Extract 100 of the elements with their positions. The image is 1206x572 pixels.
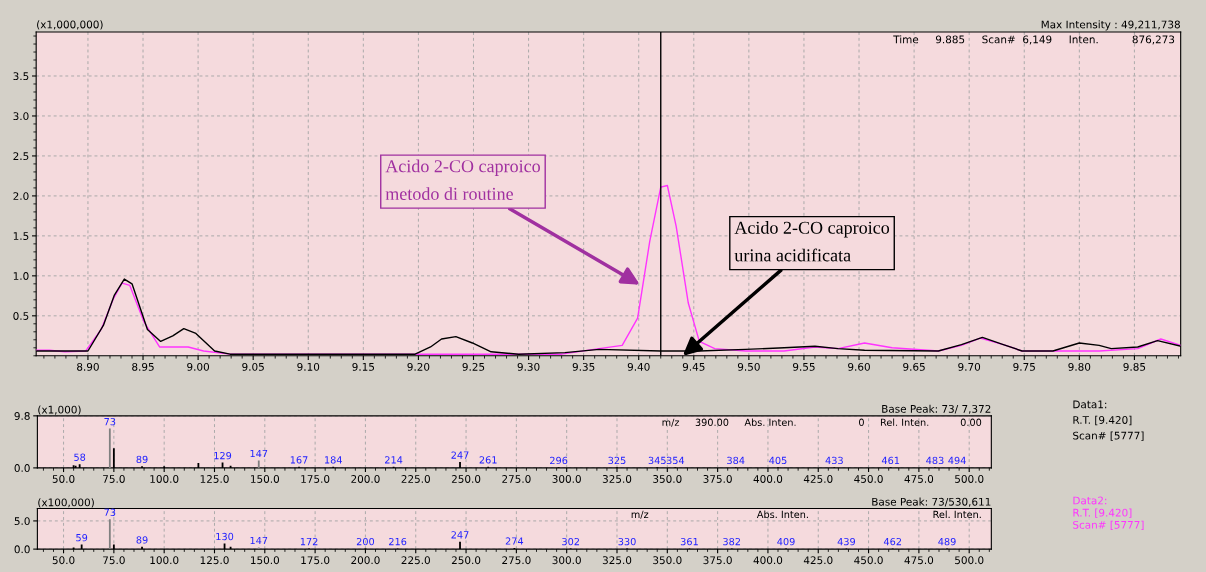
annotation: 384 [727, 456, 745, 465]
x-tick-label: 9.40 [627, 362, 650, 371]
x-tick-label: 400.0 [753, 556, 783, 565]
annotation: 214 [385, 456, 403, 464]
y-tick-label: 9.8 [14, 412, 30, 420]
annotation: 461 [881, 456, 900, 465]
annotation: 147 [250, 536, 268, 545]
x-tick-label: 225.0 [401, 556, 430, 565]
y-tick-label: 0.0 [14, 545, 30, 554]
annotation: m/z Abs. Inten. Rel. Inten. [631, 510, 981, 519]
annotation: 58 [74, 453, 86, 461]
x-tick-label: 9.85 [1123, 362, 1146, 371]
x-tick-label: 150.0 [251, 475, 280, 483]
x-tick-label: 125.0 [200, 475, 229, 483]
annotation: 247 [451, 531, 469, 539]
annotation: Acido 2-CO caproico urina acidificata [734, 221, 890, 262]
x-tick-label: 9.50 [737, 362, 760, 371]
y-tick-label: 0.0 [14, 464, 30, 472]
annotation: 361 [680, 537, 698, 546]
annotation: 261 [479, 456, 497, 464]
annotation: 489 [938, 537, 956, 546]
annotation: 89 [136, 455, 148, 464]
annotation: 483 [926, 456, 944, 465]
annotation: 216 [389, 537, 407, 546]
x-tick-label: 225.0 [401, 475, 430, 483]
annotation: 73 [104, 417, 116, 426]
annotation: 184 [325, 456, 342, 464]
y-axis-title: (x1,000,000) [37, 20, 103, 30]
x-tick-label: 450.0 [854, 556, 883, 565]
x-tick-label: 8.95 [132, 362, 154, 371]
x-tick-label: 250.0 [451, 556, 481, 565]
y-tick-label: 1.0 [13, 272, 29, 280]
x-tick-label: 50.0 [52, 556, 75, 565]
annotation: 129 [214, 451, 232, 460]
annotation: 354 [666, 456, 685, 465]
y-axis-title: (x100,000) [38, 498, 94, 508]
y-tick-label: 2.5 [13, 152, 29, 161]
y-axis-title: (x1,000) [38, 405, 81, 415]
x-tick-label: 150.0 [251, 556, 280, 565]
text: Data2: [1073, 496, 1107, 505]
x-tick-label: 9.70 [958, 362, 981, 371]
text: Scan# [5777] [1073, 431, 1144, 441]
x-tick-label: 9.15 [352, 362, 375, 371]
x-tick-label: 9.35 [572, 362, 595, 371]
x-tick-label: 9.45 [682, 362, 705, 371]
x-tick-label: 9.65 [903, 362, 925, 371]
annotation: 330 [618, 537, 636, 546]
annotation: 59 [76, 533, 88, 542]
y-tick-label: 0.5 [13, 312, 29, 320]
x-tick-label: 275.0 [502, 556, 531, 565]
x-tick-label: 425.0 [803, 475, 833, 483]
annotation: 439 [837, 537, 856, 546]
x-tick-label: 100.0 [150, 475, 179, 483]
y-tick-label: 2.0 [13, 192, 29, 201]
annotation: 147 [250, 449, 268, 458]
text: R.T. [9.420] [1073, 508, 1132, 518]
annotation: 274 [505, 537, 524, 545]
x-tick-label: 475.0 [904, 475, 934, 483]
y-tick-label: 3.0 [13, 112, 29, 121]
x-tick-label: 75.0 [103, 556, 125, 565]
x-tick-label: 350.0 [653, 556, 682, 565]
annotation: 494 [948, 456, 966, 465]
annotation: 89 [136, 536, 148, 544]
x-tick-label: 275.0 [502, 475, 531, 483]
x-tick-label: 500.0 [955, 556, 984, 565]
x-tick-label: 75.0 [103, 475, 125, 483]
x-tick-label: 100.0 [150, 556, 179, 565]
annotation: 433 [825, 456, 843, 465]
x-tick-label: 200.0 [351, 475, 380, 483]
x-tick-label: 400.0 [753, 475, 783, 483]
x-tick-label: 8.90 [77, 362, 99, 371]
x-tick-label: 500.0 [955, 475, 984, 483]
text: Max Intensity : 49,211,738 [1041, 20, 1180, 31]
annotation: 172 [300, 537, 318, 546]
text: Data1: [1073, 400, 1107, 409]
x-tick-label: 9.80 [1068, 362, 1091, 371]
x-tick-label: 175.0 [301, 475, 330, 483]
x-tick-label: 9.25 [462, 362, 485, 371]
text: Base Peak: 73/ 7,372 [882, 404, 991, 414]
x-tick-label: 9.00 [187, 362, 210, 371]
annotation: m/z 390.00 Abs. Inten. 0 Rel. Inten. 0.00 [662, 418, 982, 427]
x-tick-label: 9.05 [242, 362, 264, 371]
text: R.T. [9.420] [1073, 415, 1132, 426]
x-tick-label: 375.0 [703, 556, 732, 565]
annotation: 167 [290, 456, 308, 464]
y-tick-label: 3.5 [13, 72, 29, 81]
annotation: 382 [723, 537, 741, 546]
y-tick-label: 5.0 [14, 517, 30, 526]
text: Scan# [5777] [1073, 520, 1144, 530]
annotation: 296 [550, 456, 568, 465]
x-tick-label: 9.55 [793, 362, 815, 371]
x-tick-label: 325.0 [602, 475, 632, 483]
x-tick-label: 375.0 [703, 475, 732, 483]
x-tick-label: 50.0 [52, 475, 75, 483]
x-tick-label: 9.20 [407, 362, 430, 371]
x-tick-label: 200.0 [351, 556, 380, 565]
annotation: 345 [648, 456, 666, 465]
x-tick-label: 450.0 [854, 475, 883, 483]
annotation: 302 [562, 537, 580, 546]
x-tick-label: 9.30 [517, 362, 540, 371]
